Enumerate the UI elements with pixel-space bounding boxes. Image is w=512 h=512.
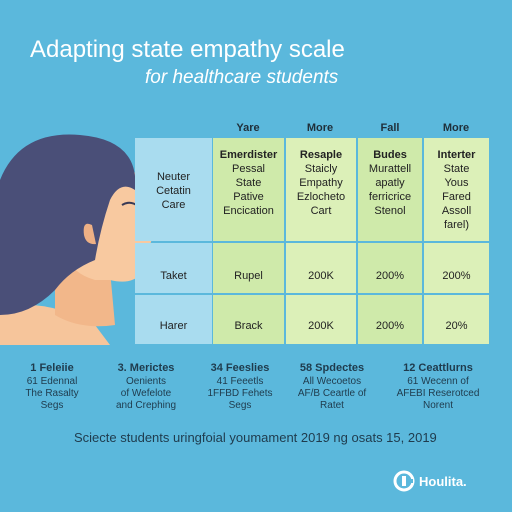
table-cell: 200% xyxy=(424,243,489,293)
column-header: Fall xyxy=(380,122,400,134)
table-cell: Brack xyxy=(213,295,284,344)
stat-item: 58 Spdectes All Wecoetos AF/B Ceartle of… xyxy=(288,362,376,412)
stat-heading: 3. Merictes xyxy=(117,362,175,374)
ear-shape xyxy=(83,223,96,245)
cell-body: Murattell apatly ferricrice Stenol xyxy=(368,163,412,217)
column-header: More xyxy=(442,122,470,134)
brand-logo: Houlita. xyxy=(393,470,467,492)
table-cell: 200% xyxy=(358,243,422,293)
cell-heading: Resaple xyxy=(299,149,343,161)
stat-heading: 1 Feleiie xyxy=(30,362,74,374)
table-cell: 200% xyxy=(358,295,422,344)
row-label: Taket xyxy=(135,243,212,293)
row-label: Harer xyxy=(135,295,212,344)
stat-body: 61 Edennal The Rasalty Segs xyxy=(25,376,79,411)
cell-heading: Budes xyxy=(373,149,407,161)
page-title: Adapting state empathy scale xyxy=(30,36,345,63)
cell-heading: Emerdister xyxy=(219,149,278,161)
empathy-scale-table: Neuter Cetatin Care Taket Harer Emerdist… xyxy=(135,138,489,344)
hair-shape xyxy=(0,134,136,315)
brand-logo-text: Houlita. xyxy=(419,473,467,489)
table-cell: Budes Murattell apatly ferricrice Stenol xyxy=(358,138,422,241)
shoulder-shape xyxy=(0,305,110,345)
stat-heading: 34 Feeslies xyxy=(210,362,270,374)
cell-heading: Interter xyxy=(437,149,476,161)
table-cell: 20% xyxy=(424,295,489,344)
table-cell: Resaple Staicly Empathy Ezlocheto Cart xyxy=(286,138,356,241)
table-cell: 200K xyxy=(286,243,356,293)
stat-item: 1 Feleiie 61 Edennal The Rasalty Segs xyxy=(14,362,90,412)
table-cell: Rupel xyxy=(213,243,284,293)
cell-body: Staicly Empathy Ezlocheto Cart xyxy=(296,163,346,217)
stat-heading: 12 Ceattlurns xyxy=(403,362,473,374)
stat-body: 41 Feeetls 1FFBD Fehets Segs xyxy=(207,376,273,411)
neck-shape xyxy=(55,270,115,327)
table-cell: 200K xyxy=(286,295,356,344)
stat-body: Oenients of Wefelote and Crephing xyxy=(115,376,177,411)
column-header: More xyxy=(306,122,334,134)
stat-body: 61 Wecenn of AFEBI Reserotced Norent xyxy=(396,376,480,411)
cell-body: Pessal State Pative Encication xyxy=(223,163,274,217)
brand-logo-icon xyxy=(393,470,415,492)
stat-body: All Wecoetos AF/B Ceartle of Ratet xyxy=(297,376,367,411)
stat-heading: 58 Spdectes xyxy=(299,362,365,374)
page-subtitle: for healthcare students xyxy=(145,67,339,88)
cell-body: State Yous Fared Assoll farel) xyxy=(441,163,472,231)
stat-item: 34 Feeslies 41 Feeetls 1FFBD Fehets Segs xyxy=(198,362,282,412)
stat-item: 12 Ceattlurns 61 Wecenn of AFEBI Reserot… xyxy=(382,362,494,412)
row-label: Neuter Cetatin Care xyxy=(135,138,212,241)
footer-caption: Sciecte students uringfoial youmament 20… xyxy=(74,430,437,445)
table-cell: Interter State Yous Fared Assoll farel) xyxy=(424,138,489,241)
stat-item: 3. Merictes Oenients of Wefelote and Cre… xyxy=(104,362,188,412)
column-header: Yare xyxy=(236,122,260,134)
table-cell: Emerdister Pessal State Pative Encicatio… xyxy=(213,138,284,241)
